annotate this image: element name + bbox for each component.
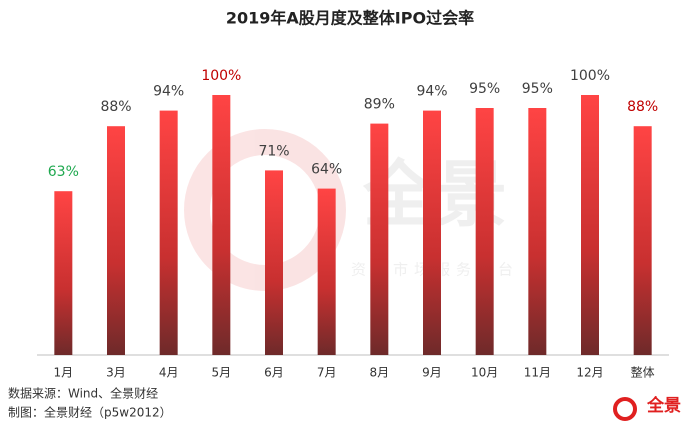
data-label: 64% (311, 162, 342, 178)
x-tick-label: 3月 (106, 366, 126, 380)
x-tick-label: 1月 (54, 366, 74, 380)
bar (159, 110, 178, 355)
data-label: 100% (201, 68, 241, 84)
data-label: 100% (570, 68, 610, 84)
bar (423, 110, 441, 355)
bar (370, 123, 389, 355)
x-tick-label: 9月 (422, 366, 442, 380)
x-tick-label: 4月 (159, 366, 179, 380)
x-tick-label: 5月 (212, 366, 232, 380)
bar (633, 126, 652, 355)
watermark: 全景 资本市场服务平台 (184, 129, 513, 291)
data-label: 94% (153, 84, 184, 100)
bar (317, 188, 336, 355)
data-label: 95% (469, 81, 500, 97)
data-label: 88% (100, 99, 131, 115)
x-tick-label: 11月 (524, 366, 551, 380)
data-label: 88% (627, 99, 658, 115)
data-label: 71% (258, 143, 289, 159)
x-tick-label: 7月 (317, 366, 337, 380)
x-tick-label: 12月 (576, 366, 603, 380)
bar (581, 95, 599, 355)
chart-title: 2019年A股月度及整体IPO过会率 (226, 9, 474, 28)
logo-icon (613, 397, 637, 421)
bar (265, 170, 283, 355)
data-label: 94% (416, 84, 447, 100)
bar (107, 126, 125, 355)
bar (528, 108, 547, 355)
x-tick-label: 整体 (631, 365, 655, 380)
bar (212, 95, 231, 355)
x-tick-label: 6月 (264, 366, 284, 380)
x-tick-label: 10月 (471, 366, 498, 380)
logo-text: 全景 (646, 395, 681, 416)
data-label: 63% (48, 164, 79, 180)
bar (475, 108, 494, 355)
data-label: 89% (364, 97, 395, 113)
credit-note: 制图：全景财经（p5w2012） (8, 405, 172, 420)
source-note: 数据来源：Wind、全景财经 (8, 386, 158, 401)
x-tick-label: 8月 (370, 366, 390, 380)
bar (54, 191, 73, 355)
data-label: 95% (522, 81, 553, 97)
